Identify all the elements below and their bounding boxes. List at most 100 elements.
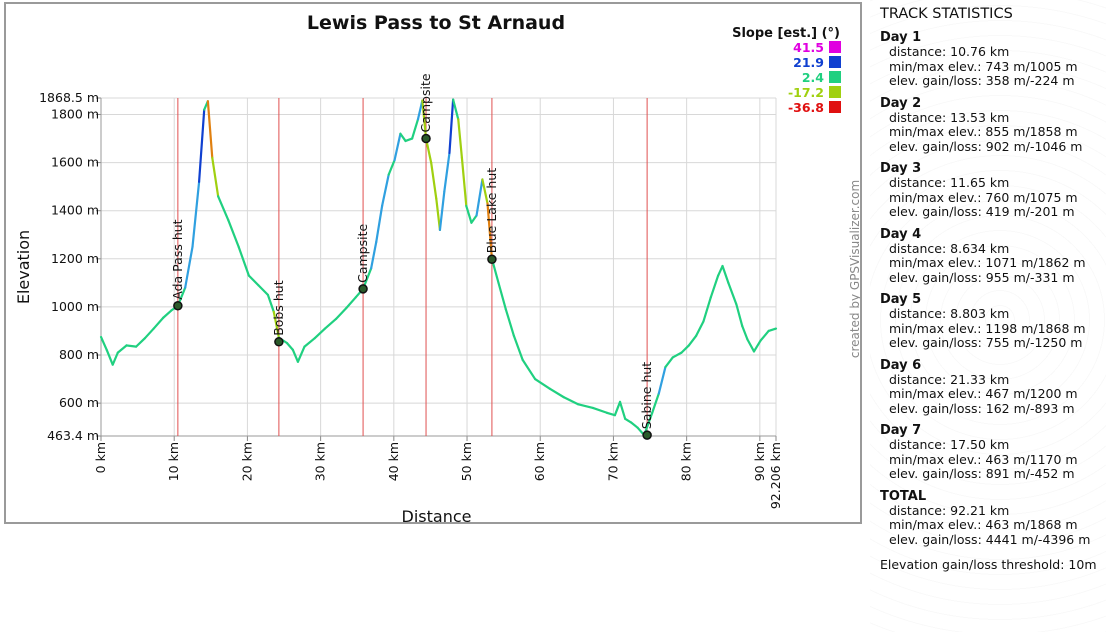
day-gain-loss: elev. gain/loss: 755 m/-1250 m xyxy=(889,335,1083,350)
profile-segment xyxy=(125,344,138,348)
waypoint-label: Ada Pass hut xyxy=(170,219,185,299)
profile-segment xyxy=(430,161,438,200)
profile-segment xyxy=(721,264,730,284)
profile-segment xyxy=(143,327,155,340)
day-distance: distance: 21.33 km xyxy=(889,371,1010,387)
x-tick-label: 90 km xyxy=(752,442,767,481)
day-name: TOTAL xyxy=(880,488,927,504)
x-tick-label: 92.206 km xyxy=(768,442,783,509)
profile-segment xyxy=(465,204,473,224)
legend-title: Slope [est.] (°) xyxy=(732,26,840,41)
profile-segment xyxy=(457,118,464,159)
profile-segment xyxy=(504,308,515,337)
profile-segment xyxy=(759,329,770,342)
day-minmax-elev: min/max elev.: 743 m/1005 m xyxy=(889,58,1078,74)
day-minmax-elev: min/max elev.: 463 m/1170 m xyxy=(889,451,1078,467)
profile-segment xyxy=(370,240,378,270)
profile-segment xyxy=(375,204,384,244)
profile-segment xyxy=(752,339,762,353)
profile-segment xyxy=(687,334,698,347)
day-minmax-elev: min/max elev.: 463 m/1868 m xyxy=(889,517,1078,532)
profile-segment xyxy=(629,421,639,429)
x-axis-label: Distance xyxy=(402,507,472,522)
stats-title: TRACK STATISTICS xyxy=(880,6,1013,22)
y-tick-label: 600 m xyxy=(59,395,99,410)
day-distance: distance: 8.803 km xyxy=(889,306,1010,321)
legend-swatch xyxy=(829,56,841,68)
profile-segment xyxy=(651,392,660,414)
profile-segment xyxy=(591,406,608,414)
profile-segment xyxy=(695,320,705,337)
profile-segment xyxy=(624,417,633,424)
y-tick-label: 1400 m xyxy=(51,203,99,218)
waypoint-marker xyxy=(173,300,183,311)
profile-segment xyxy=(206,100,214,159)
y-tick-label: 1000 m xyxy=(51,299,99,314)
legend-swatch xyxy=(829,86,841,98)
profile-segment xyxy=(577,403,595,410)
days-list: Day 1 distance: 10.76 km min/max elev.: 74… xyxy=(880,30,1102,547)
profile-segment xyxy=(381,173,390,207)
day-block: Day 7 distance: 17.50 km min/max elev.: 46… xyxy=(880,423,1102,482)
profile-segment xyxy=(497,281,507,311)
y-tick-label: 1600 m xyxy=(51,155,99,170)
waypoint-marker xyxy=(421,133,431,144)
day-minmax-elev: min/max elev.: 855 m/1858 m xyxy=(889,124,1078,139)
profile-segment xyxy=(291,348,300,363)
profile-segment xyxy=(404,137,414,143)
profile-segment xyxy=(296,345,306,363)
profile-segment xyxy=(323,317,338,330)
profile-segment xyxy=(618,400,627,420)
day-name: Day 6 xyxy=(880,357,922,373)
profile-segment xyxy=(709,274,720,299)
legend-label: 2.4 xyxy=(802,70,824,85)
day-minmax-elev: min/max elev.: 467 m/1200 m xyxy=(889,386,1078,401)
day-gain-loss: elev. gain/loss: 358 m/-224 m xyxy=(889,73,1075,88)
day-block: Day 5 distance: 8.803 km min/max elev.: 11… xyxy=(880,292,1102,351)
profile-segment xyxy=(767,327,778,333)
profile-segment xyxy=(452,98,460,121)
profile-segment xyxy=(313,327,327,340)
profile-segment xyxy=(197,108,206,183)
day-block: Day 1 distance: 10.76 km min/max elev.: 74… xyxy=(880,30,1102,89)
day-gain-loss: elev. gain/loss: 891 m/-452 m xyxy=(889,466,1075,481)
waypoint-marker xyxy=(642,430,652,440)
profile-segment xyxy=(257,284,270,296)
day-name: Day 4 xyxy=(880,226,922,242)
profile-segment xyxy=(285,341,294,351)
profile-segment xyxy=(521,358,537,381)
profile-segment xyxy=(435,197,442,232)
day-gain-loss: elev. gain/loss: 955 m/-331 m xyxy=(889,269,1075,285)
profile-segment xyxy=(470,214,478,224)
day-minmax-elev: min/max elev.: 1071 m/1862 m xyxy=(889,255,1086,270)
waypoint-label: Bobs hut xyxy=(271,280,286,335)
x-tick-label: 10 km xyxy=(166,442,181,481)
profile-segment xyxy=(399,132,407,143)
day-distance: distance: 92.21 km xyxy=(889,502,1010,518)
profile-segment xyxy=(116,344,128,354)
profile-segment xyxy=(680,344,690,354)
waypoint-marker xyxy=(274,337,284,347)
day-name: Day 2 xyxy=(880,95,922,111)
elevation-chart: 463.4 m 600 m 800 m 1000 m 1200 m 1400 m 1600 … xyxy=(14,12,860,522)
x-tick-label: 60 km xyxy=(532,442,547,481)
day-gain-loss: elev. gain/loss: 419 m/-201 m xyxy=(889,204,1075,219)
profile-segment xyxy=(702,296,712,323)
profile-segment xyxy=(727,281,738,306)
profile-segment xyxy=(443,151,451,193)
profile-segment xyxy=(334,307,348,321)
y-tick-label: 1800 m xyxy=(51,106,99,121)
day-block: Day 4 distance: 8.634 km min/max elev.: 10… xyxy=(880,227,1102,286)
x-tick-label: 0 km xyxy=(93,442,108,473)
profile-segment xyxy=(303,337,316,348)
profile-segment xyxy=(105,349,114,366)
profile-segment xyxy=(387,159,396,176)
y-axis-label: Elevation xyxy=(14,230,33,304)
legend-label: -17.2 xyxy=(788,85,824,100)
day-block: Day 3 distance: 11.65 km min/max elev.: 76… xyxy=(880,161,1102,220)
profile-segment xyxy=(438,190,446,232)
profile-segment xyxy=(562,396,580,406)
profile-segment xyxy=(735,303,744,328)
x-tick-label: 40 km xyxy=(386,442,401,481)
day-block: Day 6 distance: 21.33 km min/max elev.: 46… xyxy=(880,358,1102,417)
